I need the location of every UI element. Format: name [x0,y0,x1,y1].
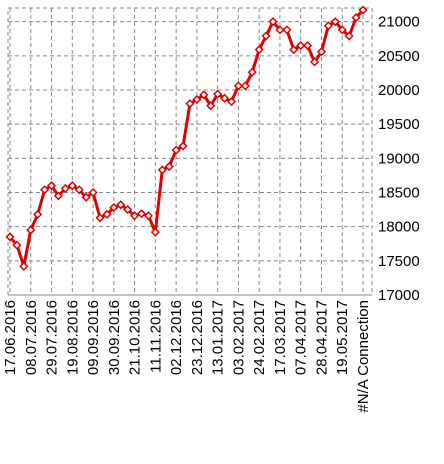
x-tick-label: 23.12.2016 [189,300,206,375]
marker [275,25,285,35]
marker [40,185,50,195]
marker [116,200,126,210]
x-tick-label: 28.04.2017 [313,300,330,375]
marker [316,47,327,57]
marker [81,192,91,202]
marker [88,187,98,198]
x-tick-label: 24.02.2017 [251,300,268,375]
marker [12,240,22,250]
y-tick-label: 19000 [378,150,420,167]
marker [233,81,243,91]
marker [95,213,105,223]
x-tick-label: 07.04.2017 [293,300,310,375]
marker [192,95,202,105]
marker [102,209,112,219]
line [8,9,365,268]
y-tick-label: 19500 [378,116,420,133]
y-tick-label: 18000 [378,219,420,236]
marker [19,261,29,271]
marker [46,181,57,191]
plot-border [7,7,373,296]
x-tick-label: 02.12.2016 [168,300,185,375]
y-tick-label: 20000 [378,82,420,99]
x-tick-label: 19.05.2017 [334,300,351,375]
marker [26,225,36,235]
marker [5,232,15,242]
marker [157,165,167,175]
marker [185,99,195,109]
marker [254,45,264,55]
marker [220,93,230,103]
x-tick-label: 13.01.2017 [210,300,227,375]
marker [171,145,181,155]
marker [199,90,209,100]
marker [268,17,278,27]
marker [351,13,361,23]
marker [60,183,70,193]
marker [323,21,333,31]
marker [226,97,237,107]
x-tick-label: 19.08.2016 [64,300,81,375]
y-tick-label: 20500 [378,48,420,65]
marker [289,45,299,55]
y-tick-label: 17500 [378,253,420,270]
y-tick-label: 18500 [378,185,420,202]
marker [358,5,368,15]
marker [206,101,216,111]
marker [213,89,223,99]
x-tick-label: 17.06.2016 [2,300,19,375]
marker [74,185,84,195]
x-tick-label: 11.11.2016 [147,300,164,373]
y-tick-label: 21000 [378,14,420,31]
y-tick-label: 17000 [378,287,420,304]
marker [296,41,306,51]
x-tick-label: 21.10.2016 [127,300,144,375]
marker [282,25,292,35]
x-tick-label: 08.07.2016 [23,300,40,375]
x-tick-label: 03.02.2017 [230,300,247,375]
marker [344,31,354,41]
marker [178,141,188,151]
marker [67,181,77,191]
marker [303,41,313,51]
marker [150,227,160,237]
x-tick-label: #N/A Connection [355,300,372,413]
marker [136,209,147,219]
marker [337,25,347,35]
x-tick-label: 30.09.2016 [106,300,123,375]
marker [130,211,140,221]
marker [247,67,257,77]
marker [33,209,43,219]
marker [240,81,250,91]
x-tick-label: 29.07.2016 [44,300,61,375]
marker [330,17,340,27]
marker [309,57,320,67]
marker [164,161,174,172]
marker [123,205,133,215]
marker [109,202,119,213]
x-tick-label: 09.09.2016 [85,300,102,375]
x-tick-label: 17.03.2017 [272,300,289,375]
marker [261,31,271,41]
marker [53,191,64,201]
marker [143,211,153,221]
